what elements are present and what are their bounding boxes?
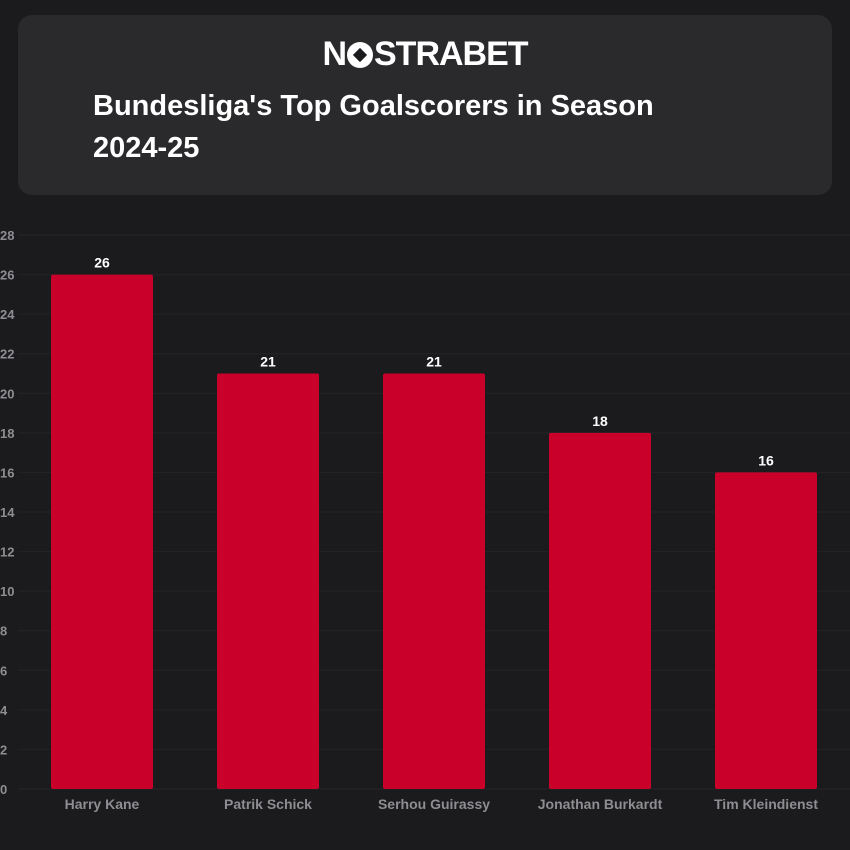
x-tick-label: Harry Kane — [65, 796, 140, 812]
data-label: 21 — [426, 354, 442, 370]
y-tick-label: 12 — [0, 545, 14, 560]
y-tick-label: 14 — [0, 505, 15, 520]
bar — [383, 373, 485, 789]
bar — [51, 274, 153, 790]
y-tick-label: 20 — [0, 386, 14, 401]
x-tick-label: Patrik Schick — [224, 796, 312, 812]
y-tick-label: 0 — [0, 782, 7, 797]
brand-name-part1: N — [322, 35, 347, 73]
y-tick-label: 22 — [0, 347, 14, 362]
y-tick-label: 10 — [0, 584, 14, 599]
y-tick-label: 6 — [0, 663, 7, 678]
y-tick-label: 28 — [0, 228, 14, 243]
x-tick-label: Jonathan Burkardt — [538, 796, 663, 812]
bar — [715, 472, 817, 789]
data-label: 21 — [260, 354, 276, 370]
bar — [549, 432, 651, 789]
data-label: 18 — [592, 413, 608, 429]
y-tick-label: 26 — [0, 268, 14, 283]
x-tick-label: Tim Kleindienst — [714, 796, 818, 812]
football-icon — [347, 42, 373, 68]
brand-name-part2: STRABET — [374, 35, 529, 73]
data-label: 16 — [758, 452, 774, 468]
chart-title: Bundesliga's Top Goalscorers in Season 2… — [93, 90, 654, 164]
brand-logo: N STRABET — [18, 37, 832, 71]
y-tick-label: 24 — [0, 307, 15, 322]
y-tick-label: 18 — [0, 426, 14, 441]
bar — [217, 373, 319, 789]
x-tick-label: Serhou Guirassy — [378, 796, 490, 812]
y-tick-label: 4 — [0, 703, 8, 718]
y-tick-label: 2 — [0, 742, 7, 757]
data-label: 26 — [94, 255, 110, 271]
header-card: N STRABET Bundesliga's Top Goalscorers in… — [18, 15, 832, 195]
y-tick-label: 8 — [0, 624, 7, 639]
y-tick-label: 16 — [0, 465, 14, 480]
